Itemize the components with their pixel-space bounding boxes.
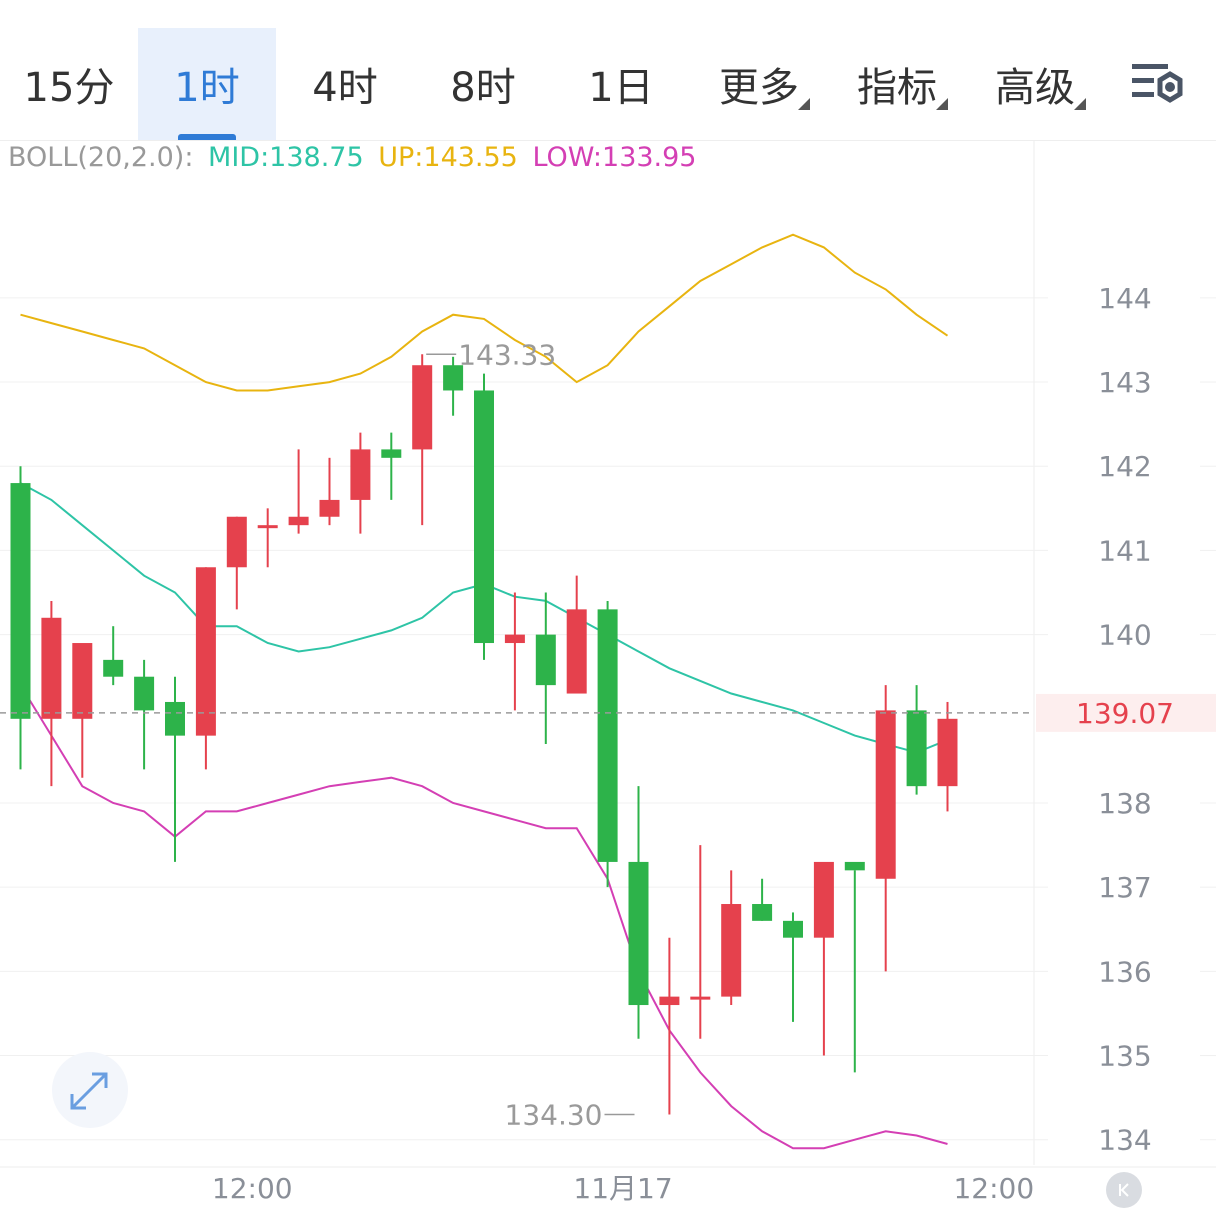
upper-band-line [20, 233, 949, 392]
time-tick-label: 12:00 [953, 1172, 1034, 1205]
timeframe-tabbar: 15分 1时 4时 8时 1日 更多 指标 高级 [0, 0, 1216, 141]
tab-4h[interactable]: 4时 [276, 28, 414, 140]
candle-body-up [566, 609, 587, 694]
candle-body-up [288, 516, 309, 526]
candle-body-up [504, 634, 525, 644]
chart-settings-icon[interactable] [1128, 60, 1188, 110]
legend-up: UP:143.55 [378, 142, 518, 173]
candle-body-down [844, 861, 865, 871]
current-price-badge [1036, 693, 1216, 732]
axes: 144 143 142 141 140 138 137 136 135 134 12:00 11月17… [212, 282, 1152, 1205]
candle-body-up [226, 516, 247, 568]
candle-body-up [412, 365, 433, 450]
tab-1d[interactable]: 1日 [552, 28, 690, 140]
boll-legend: BOLL(20,2.0): MID:138.75 UP:143.55 LOW:1… [8, 142, 703, 173]
candle-body-up [813, 861, 834, 938]
bollinger-bands [19, 233, 949, 1150]
price-tick-label: 141 [1098, 534, 1151, 567]
scroll-to-latest-icon[interactable] [1106, 1172, 1142, 1208]
price-tick-label: 138 [1098, 787, 1151, 820]
candle-body-down [103, 659, 124, 677]
candle-body-up [319, 499, 340, 517]
price-tick-label: 135 [1098, 1040, 1151, 1073]
tab-label: 4时 [312, 65, 378, 111]
candle-body-up [257, 525, 278, 529]
candle-body-up [72, 643, 93, 719]
candle-body-up [875, 710, 896, 879]
tab-label: 8时 [450, 65, 516, 111]
tab-indicators[interactable]: 指标 [828, 28, 966, 140]
price-tick-label: 144 [1098, 282, 1151, 315]
candle-body-down [165, 701, 185, 736]
legend-low: LOW:133.95 [532, 142, 697, 173]
candle-body-up [41, 617, 62, 719]
candle-body-down [474, 390, 494, 644]
lower-band-line [19, 684, 948, 1150]
high-marker-label: 143.33 [458, 338, 556, 371]
grid [0, 140, 1216, 1168]
candle-body-down [783, 920, 803, 938]
candles [10, 354, 958, 1115]
price-tick-label: 142 [1098, 450, 1151, 483]
candle-body-up [721, 904, 742, 997]
candle-body-down [628, 861, 649, 1006]
low-marker-label: 134.30 [505, 1098, 603, 1131]
tab-8h[interactable]: 8时 [414, 28, 552, 140]
time-tick-label: 12:00 [212, 1172, 293, 1205]
candlestick-chart[interactable]: 139.07 143.33 134.30 144 143 142 141 140 138 137… [0, 140, 1216, 1210]
legend-mid: MID:138.75 [208, 142, 364, 173]
tab-label: 更多 [719, 65, 799, 111]
tab-15m[interactable]: 15分 [0, 28, 138, 140]
tab-advanced[interactable]: 高级 [966, 28, 1104, 140]
candle-body-down [381, 449, 402, 458]
price-tick-label: 140 [1098, 619, 1151, 652]
candle-body-up [690, 996, 711, 1000]
price-tick-label: 134 [1098, 1124, 1151, 1157]
candle-body-up [350, 449, 371, 500]
tab-label: 15分 [23, 65, 115, 111]
expand-arrows-icon[interactable] [52, 1052, 128, 1128]
annotations: 139.07 143.33 134.30 [0, 338, 1216, 1131]
price-tick-label: 136 [1098, 955, 1151, 988]
tab-label: 1日 [588, 65, 654, 111]
candle-body-down [535, 634, 556, 686]
dropdown-caret-icon [936, 98, 948, 110]
candle-body-down [10, 483, 31, 719]
price-tick-label: 137 [1098, 871, 1151, 904]
tab-label: 高级 [995, 65, 1075, 111]
tab-label: 1时 [174, 65, 240, 111]
candle-body-up [195, 567, 216, 736]
candle-body-down [134, 676, 155, 711]
tab-1h[interactable]: 1时 [138, 28, 276, 140]
candle-body-up [937, 718, 958, 787]
candle-body-down [752, 904, 773, 921]
tab-label: 指标 [857, 65, 937, 111]
legend-indicator-name: BOLL(20,2.0): [8, 142, 194, 173]
candle-body-down [906, 710, 927, 787]
time-tick-label: 11月17 [573, 1172, 672, 1205]
active-tab-indicator [178, 134, 236, 140]
tab-more[interactable]: 更多 [690, 28, 828, 140]
candle-body-down [597, 609, 618, 862]
candle-body-up [659, 996, 680, 1006]
dropdown-caret-icon [798, 98, 810, 110]
candle-body-down [443, 365, 464, 391]
dropdown-caret-icon [1074, 98, 1086, 110]
price-tick-label: 143 [1098, 366, 1151, 399]
current-price-label: 139.07 [1076, 697, 1174, 730]
